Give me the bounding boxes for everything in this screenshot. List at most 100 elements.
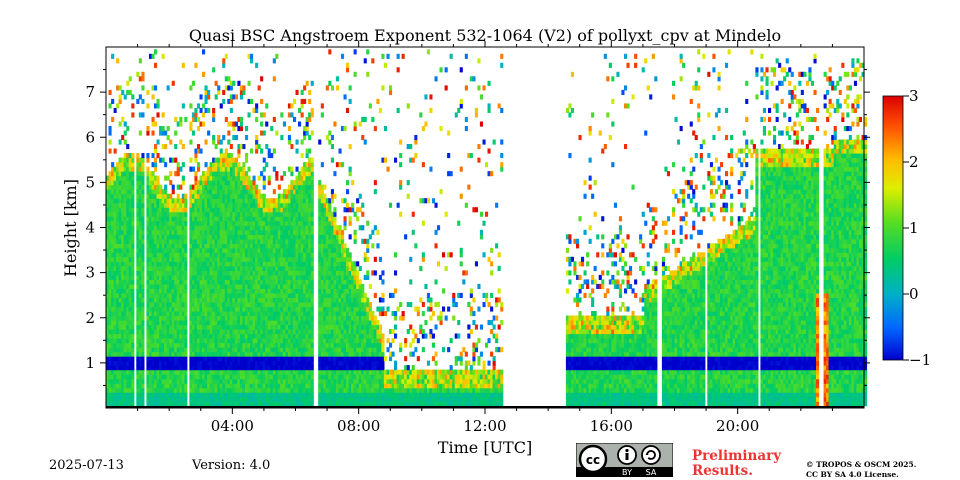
heatmap-cell <box>199 387 203 393</box>
heatmap-cell <box>131 270 135 276</box>
heatmap-cell <box>154 392 158 398</box>
heatmap-cell <box>108 220 112 226</box>
heatmap-cell <box>335 347 339 353</box>
heatmap-cell <box>300 333 304 339</box>
heatmap-cell <box>272 297 276 303</box>
heatmap-cell <box>232 157 236 163</box>
heatmap-cell <box>335 387 339 393</box>
heatmap-cell <box>310 315 314 321</box>
heatmap-cell <box>169 297 173 303</box>
heatmap-cell <box>123 338 127 344</box>
heatmap-cell <box>237 342 241 348</box>
heatmap-cell <box>250 378 254 384</box>
heatmap-cell <box>116 234 120 240</box>
heatmap-cell <box>111 387 115 393</box>
heatmap-cell <box>121 401 125 407</box>
heatmap-cell <box>239 270 243 276</box>
heatmap-cell <box>116 229 120 235</box>
heatmap-cell <box>250 324 254 330</box>
heatmap-cell <box>131 216 135 222</box>
heatmap-cell <box>270 320 274 326</box>
heatmap-cell <box>164 283 168 289</box>
heatmap-cell <box>174 207 178 213</box>
heatmap-cell <box>328 315 332 321</box>
heatmap-cell <box>128 338 132 344</box>
heatmap-cell <box>189 211 193 217</box>
heatmap-cell <box>164 306 168 312</box>
heatmap-cell <box>222 153 226 159</box>
heatmap-cell <box>346 351 350 357</box>
heatmap-cell <box>257 365 261 371</box>
heatmap-cell <box>141 360 145 366</box>
heatmap-cell <box>191 247 195 253</box>
heatmap-cell <box>300 238 304 244</box>
heatmap-cell <box>151 180 155 186</box>
heatmap-cell <box>232 360 236 366</box>
heatmap-cell <box>214 162 218 168</box>
heatmap-cell <box>335 292 339 298</box>
heatmap-cell <box>262 342 266 348</box>
heatmap-cell <box>245 135 249 141</box>
heatmap-cell <box>267 261 271 267</box>
heatmap-cell <box>202 265 206 271</box>
heatmap-cell <box>320 292 324 298</box>
heatmap-cell <box>116 252 120 258</box>
heatmap-cell <box>199 369 203 375</box>
heatmap-cell <box>123 333 127 339</box>
heatmap-cell <box>308 162 312 168</box>
heatmap-cell <box>202 175 206 181</box>
heatmap-cell <box>237 180 241 186</box>
heatmap-cell <box>308 112 312 118</box>
heatmap-cell <box>275 369 279 375</box>
heatmap-cell <box>318 243 322 249</box>
heatmap-cell <box>184 347 188 353</box>
heatmap-cell <box>338 401 342 407</box>
heatmap-cell <box>300 198 304 204</box>
heatmap-cell <box>191 130 195 136</box>
heatmap-cell <box>330 365 334 371</box>
heatmap-cell <box>234 283 238 289</box>
heatmap-cell <box>164 220 168 226</box>
heatmap-cell <box>174 297 178 303</box>
heatmap-cell <box>189 392 193 398</box>
heatmap-cell <box>113 261 117 267</box>
heatmap-cell <box>217 356 221 362</box>
heatmap-cell <box>232 320 236 326</box>
heatmap-cell <box>330 252 334 258</box>
heatmap-cell <box>234 315 238 321</box>
heatmap-cell <box>293 265 297 271</box>
heatmap-cell <box>207 89 211 95</box>
heatmap-cell <box>328 360 332 366</box>
heatmap-cell <box>277 396 281 402</box>
heatmap-cell <box>247 392 251 398</box>
heatmap-cell <box>232 256 236 262</box>
heatmap-cell <box>169 315 173 321</box>
heatmap-cell <box>341 292 345 298</box>
heatmap-cell <box>159 288 163 294</box>
heatmap-cell <box>116 383 120 389</box>
heatmap-cell <box>179 261 183 267</box>
heatmap-cell <box>270 374 274 380</box>
heatmap-cell <box>171 320 175 326</box>
heatmap-cell <box>275 283 279 289</box>
heatmap-cell <box>116 374 120 380</box>
heatmap-cell <box>305 320 309 326</box>
heatmap-cell <box>250 292 254 298</box>
heatmap-cell <box>242 193 246 199</box>
heatmap-cell <box>204 329 208 335</box>
heatmap-cell <box>298 211 302 217</box>
heatmap-cell <box>209 347 213 353</box>
heatmap-cell <box>229 274 233 280</box>
heatmap-cell <box>166 270 170 276</box>
heatmap-cell <box>108 347 112 353</box>
heatmap-cell <box>318 351 322 357</box>
heatmap-cell <box>323 220 327 226</box>
heatmap-cell <box>106 225 110 231</box>
heatmap-cell <box>257 216 261 222</box>
heatmap-cell <box>209 288 213 294</box>
heatmap-cell <box>335 369 339 375</box>
heatmap-cell <box>348 329 352 335</box>
heatmap-cell <box>348 320 352 326</box>
heatmap-cell <box>295 383 299 389</box>
heatmap-cell <box>146 279 150 285</box>
